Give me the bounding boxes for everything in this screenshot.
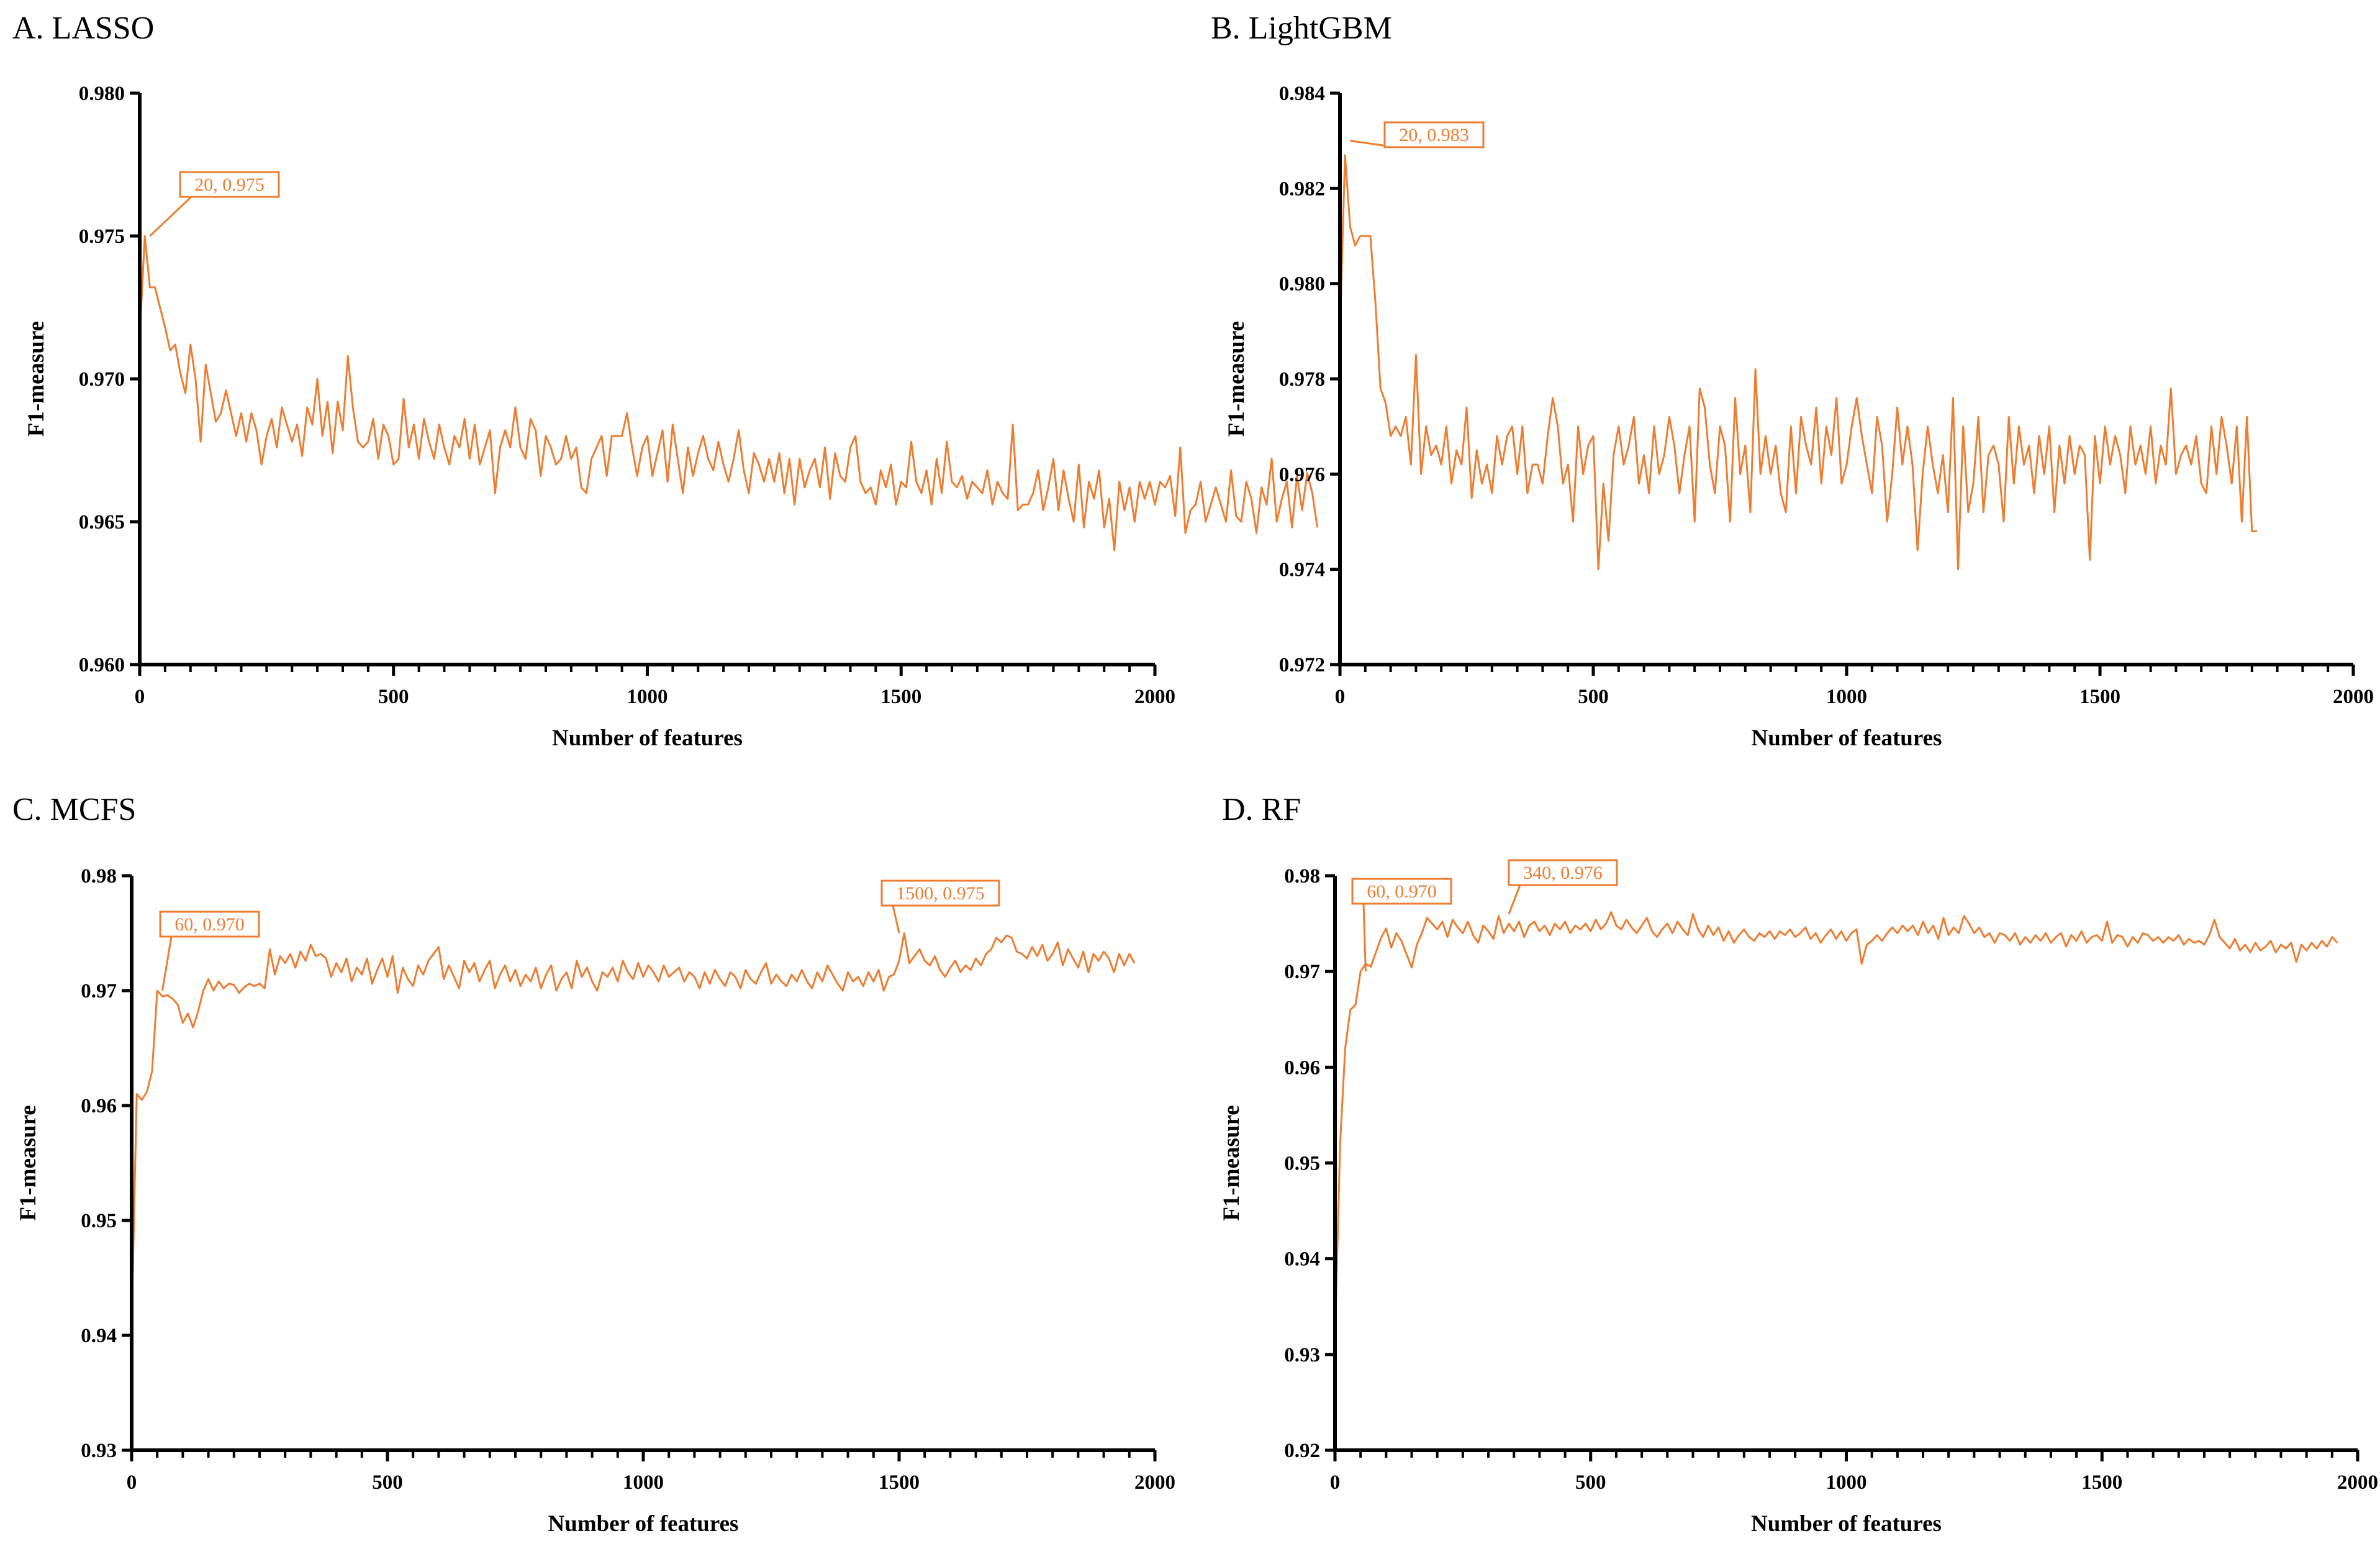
- x-tick-label: 0: [1335, 686, 1346, 708]
- x-tick-label: 1500: [879, 1471, 920, 1494]
- y-tick-label: 0.98: [81, 865, 117, 888]
- y-tick-label: 0.965: [79, 511, 125, 534]
- y-tick-label: 0.97: [1284, 961, 1320, 983]
- annotation-leader: [1508, 884, 1617, 915]
- y-axis-label: F1-measure: [16, 1105, 41, 1220]
- x-tick-label: 1500: [880, 686, 921, 708]
- x-tick-label: 0: [127, 1471, 137, 1494]
- x-axis-label: Number of features: [1751, 1511, 1942, 1537]
- y-tick-label: 0.970: [79, 368, 125, 391]
- x-tick-label: 1000: [1826, 1471, 1867, 1494]
- x-tick-label: 2000: [1134, 1471, 1175, 1494]
- x-tick-label: 2000: [1134, 686, 1175, 708]
- annotation-label: 20, 0.975: [194, 175, 265, 195]
- panel-rf: D. RF 0.92 0.93 0.94 0.95 0.96 0.97 0.98 0 500 100…: [1219, 792, 2378, 1537]
- x-tick-label: 0: [135, 686, 145, 708]
- y-tick-label: 0.980: [1279, 273, 1325, 296]
- y-tick-label: 0.97: [81, 980, 117, 1002]
- panel-title: B. LightGBM: [1211, 11, 1392, 46]
- y-tick-label: 0.960: [79, 654, 125, 676]
- x-tick-label: 1000: [623, 1471, 664, 1494]
- annotation-box: [880, 879, 1000, 907]
- y-tick-label: 0.94: [1284, 1248, 1320, 1271]
- x-axis-label: Number of features: [1752, 725, 1942, 751]
- annotation-box: [1508, 859, 1618, 886]
- x-tick-label: 1000: [627, 686, 668, 708]
- y-axis-label: F1-measure: [1224, 321, 1249, 437]
- panel-mcfs: C. MCFS 0.93 0.94 0.95 0.96 0.97 0.98 0 500 1000 1…: [12, 792, 1175, 1537]
- y-tick-label: 0.982: [1279, 178, 1325, 200]
- annotation-label: 60, 0.970: [174, 914, 245, 935]
- y-tick-label: 0.96: [81, 1095, 117, 1117]
- annotation-box: [1351, 878, 1452, 905]
- series-line-b: [1339, 154, 2257, 571]
- y-axis-label: F1-measure: [24, 321, 49, 437]
- y-tick-label: 0.96: [1284, 1056, 1320, 1079]
- series-line-d: [1334, 911, 2338, 1340]
- panel-title: C. MCFS: [12, 792, 136, 827]
- annotation-label: 20, 0.983: [1399, 125, 1469, 145]
- y-tick-label: 0.92: [1284, 1440, 1320, 1462]
- y-tick-label: 0.98: [1284, 865, 1320, 888]
- x-axis-label: Number of features: [548, 1511, 739, 1537]
- annotation-label: 340, 0.976: [1523, 863, 1603, 883]
- y-tick-label: 0.975: [79, 225, 125, 248]
- y-tick-label: 0.94: [81, 1325, 117, 1347]
- annotation-box: [179, 171, 280, 198]
- x-axis-label: Number of features: [552, 725, 743, 751]
- panel-lasso: A. LASSO 0.960 0.965 0.970 0.975 0.980 0 500 100…: [12, 11, 1319, 751]
- annotation-box: [159, 911, 260, 938]
- y-tick-label: 0.984: [1279, 83, 1325, 105]
- series-line-a: [138, 235, 1319, 552]
- x-tick-label: 500: [1575, 1471, 1606, 1494]
- x-tick-label: 1500: [2079, 686, 2120, 708]
- y-tick-label: 0.972: [1279, 654, 1325, 676]
- x-tick-label: 1500: [2081, 1471, 2122, 1494]
- annotation-leader: [1362, 902, 1451, 972]
- panel-title: A. LASSO: [12, 11, 154, 46]
- y-axis-label: F1-measure: [1219, 1105, 1244, 1220]
- x-tick-label: 500: [372, 1471, 403, 1494]
- x-tick-label: 500: [378, 686, 409, 708]
- y-tick-label: 0.95: [1284, 1153, 1320, 1175]
- panel-title: D. RF: [1222, 792, 1301, 827]
- x-tick-label: 0: [1330, 1471, 1341, 1494]
- y-tick-label: 0.93: [1284, 1344, 1320, 1366]
- annotation-box: [1383, 121, 1485, 148]
- y-tick-label: 0.974: [1279, 559, 1325, 581]
- x-tick-label: 2000: [2333, 686, 2374, 708]
- y-tick-label: 0.95: [81, 1210, 117, 1232]
- y-tick-label: 0.980: [79, 83, 125, 105]
- x-tick-label: 500: [1578, 686, 1609, 708]
- annotation-leader: [892, 904, 999, 933]
- y-tick-label: 0.978: [1279, 368, 1325, 391]
- x-tick-label: 2000: [2337, 1471, 2378, 1494]
- panel-lightgbm: B. LightGBM 0.972 0.974 0.976 0.978 0.980 0.98…: [1211, 11, 2374, 751]
- y-tick-label: 0.93: [81, 1440, 117, 1462]
- y-tick-label: 0.976: [1279, 463, 1325, 486]
- annotation-leader: [149, 196, 279, 237]
- annotation-label: 1500, 0.975: [896, 883, 985, 904]
- annotation-label: 60, 0.970: [1367, 881, 1437, 902]
- series-line-c: [130, 932, 1136, 1324]
- x-tick-label: 1000: [1826, 686, 1867, 708]
